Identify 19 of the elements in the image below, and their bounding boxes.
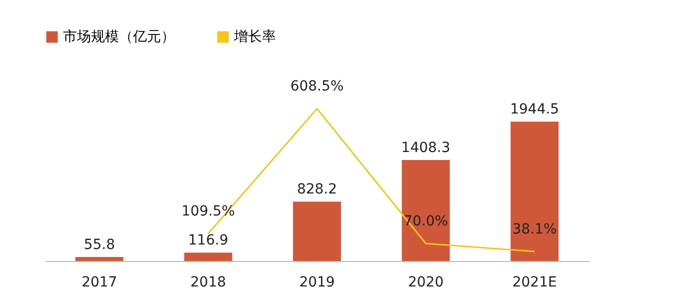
data-label: 55.8 xyxy=(84,237,115,253)
data-label: 608.5% xyxy=(290,78,344,95)
x-tick-label: 2019 xyxy=(299,274,335,290)
data-label: 1944.5 xyxy=(510,102,560,118)
data-label: 1408.3 xyxy=(401,140,450,156)
bar xyxy=(510,122,559,261)
bar xyxy=(293,202,341,261)
x-tick-label: 2018 xyxy=(190,274,226,290)
bar xyxy=(75,257,124,261)
x-tick-label: 2017 xyxy=(82,274,118,290)
data-label: 38.1% xyxy=(512,221,557,238)
x-tick-label: 2020 xyxy=(408,274,444,290)
legend-label: 增长率 xyxy=(233,29,276,45)
legend-label: 市场规模（亿元） xyxy=(63,29,175,45)
data-label: 116.9 xyxy=(188,232,228,249)
data-label: 828.2 xyxy=(296,182,338,198)
bar xyxy=(402,160,450,261)
bar xyxy=(184,252,232,261)
x-tick-label: 2021E xyxy=(512,274,557,290)
